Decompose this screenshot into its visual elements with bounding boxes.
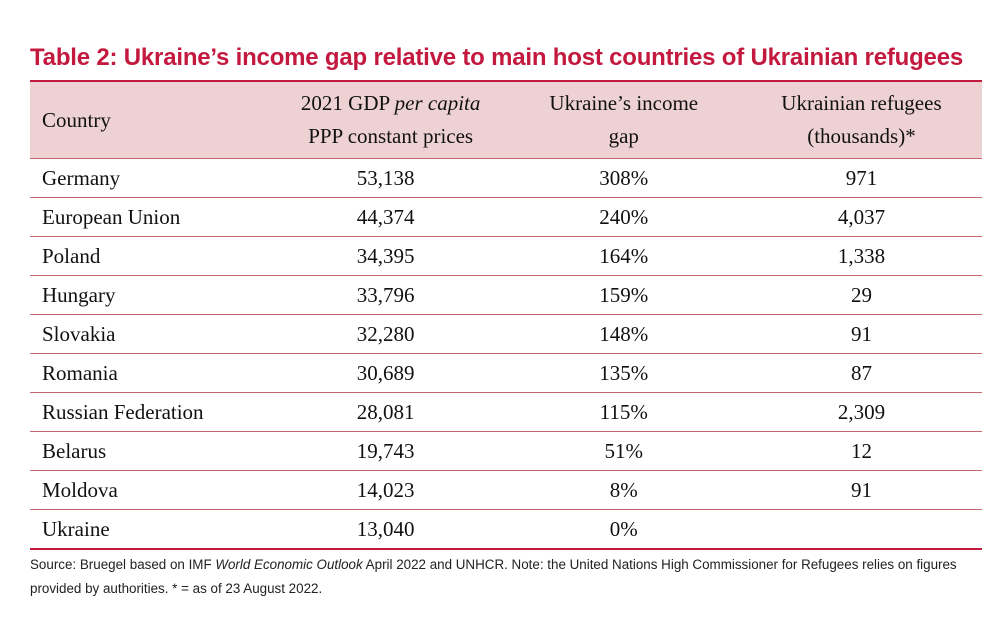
column-header-country-label: Country — [42, 107, 111, 132]
column-header-gap-line2: gap — [608, 124, 639, 148]
cell-gap: 148% — [506, 314, 741, 354]
source-note-suffix: April 2022 and UNHCR. Note: the United N… — [30, 557, 957, 596]
cell-gap: 115% — [506, 392, 741, 432]
cell-gap: 308% — [506, 158, 741, 198]
cell-country: Slovakia — [30, 314, 275, 354]
cell-gdp: 30,689 — [274, 353, 507, 393]
table-row: Romania 30,689 135% 87 — [30, 353, 982, 393]
source-note-prefix: Source: Bruegel based on IMF — [30, 557, 216, 572]
cell-country: Belarus — [30, 431, 275, 471]
cell-gap: 164% — [506, 236, 741, 276]
table-row: Moldova 14,023 8% 91 — [30, 470, 982, 510]
table-row: Ukraine 13,040 0% — [30, 509, 982, 550]
table-row: Belarus 19,743 51% 12 — [30, 431, 982, 471]
cell-refugees: 91 — [740, 470, 982, 510]
table-row: Hungary 33,796 159% 29 — [30, 275, 982, 315]
column-header-refugees-line1: Ukrainian refugees — [781, 91, 942, 115]
cell-refugees: 87 — [740, 353, 982, 393]
table-row: Germany 53,138 308% 971 — [30, 158, 982, 198]
cell-gdp: 44,374 — [274, 197, 507, 237]
cell-country: Ukraine — [30, 509, 275, 550]
cell-refugees: 4,037 — [740, 197, 982, 237]
column-header-gdp-line2: PPP constant prices — [308, 124, 474, 148]
table-row: Poland 34,395 164% 1,338 — [30, 236, 982, 276]
table-title: Table 2: Ukraine’s income gap relative t… — [30, 44, 963, 71]
cell-gap: 240% — [506, 197, 741, 237]
cell-gap: 51% — [506, 431, 741, 471]
table-row: Slovakia 32,280 148% 91 — [30, 314, 982, 354]
cell-gap: 0% — [506, 509, 741, 550]
cell-refugees — [740, 509, 982, 550]
cell-gdp: 34,395 — [274, 236, 507, 276]
income-gap-table: Country 2021 GDP per capita PPP constant… — [30, 80, 982, 550]
source-note: Source: Bruegel based on IMF World Econo… — [30, 553, 980, 601]
cell-refugees: 12 — [740, 431, 982, 471]
cell-refugees: 91 — [740, 314, 982, 354]
cell-gdp: 28,081 — [274, 392, 507, 432]
column-header-country: Country — [30, 80, 275, 159]
cell-country: Hungary — [30, 275, 275, 315]
table-row: Russian Federation 28,081 115% 2,309 — [30, 392, 982, 432]
cell-country: Russian Federation — [30, 392, 275, 432]
column-header-refugees-line2: (thousands)* — [807, 124, 916, 148]
header-row: Country 2021 GDP per capita PPP constant… — [30, 80, 982, 159]
cell-gap: 8% — [506, 470, 741, 510]
cell-gdp: 13,040 — [274, 509, 507, 550]
cell-gdp: 32,280 — [274, 314, 507, 354]
column-header-gdp-prefix: 2021 GDP — [300, 91, 395, 115]
cell-refugees: 1,338 — [740, 236, 982, 276]
cell-gap: 135% — [506, 353, 741, 393]
cell-country: Romania — [30, 353, 275, 393]
source-note-italic: World Economic Outlook — [215, 557, 363, 572]
table-row: European Union 44,374 240% 4,037 — [30, 197, 982, 237]
cell-refugees: 2,309 — [740, 392, 982, 432]
cell-gdp: 19,743 — [274, 431, 507, 471]
column-header-gap: Ukraine’s income gap — [506, 80, 741, 159]
cell-gap: 159% — [506, 275, 741, 315]
cell-refugees: 971 — [740, 158, 982, 198]
table-body: Germany 53,138 308% 971 European Union 4… — [30, 158, 982, 550]
cell-gdp: 14,023 — [274, 470, 507, 510]
column-header-gap-line1: Ukraine’s income — [549, 91, 699, 115]
cell-gdp: 33,796 — [274, 275, 507, 315]
cell-country: Moldova — [30, 470, 275, 510]
cell-refugees: 29 — [740, 275, 982, 315]
table-header: Country 2021 GDP per capita PPP constant… — [30, 80, 982, 159]
cell-gdp: 53,138 — [274, 158, 507, 198]
column-header-gdp: 2021 GDP per capita PPP constant prices — [274, 80, 507, 159]
column-header-refugees: Ukrainian refugees (thousands)* — [740, 80, 982, 159]
cell-country: European Union — [30, 197, 275, 237]
cell-country: Poland — [30, 236, 275, 276]
cell-country: Germany — [30, 158, 275, 198]
column-header-gdp-italic: per capita — [394, 91, 481, 115]
